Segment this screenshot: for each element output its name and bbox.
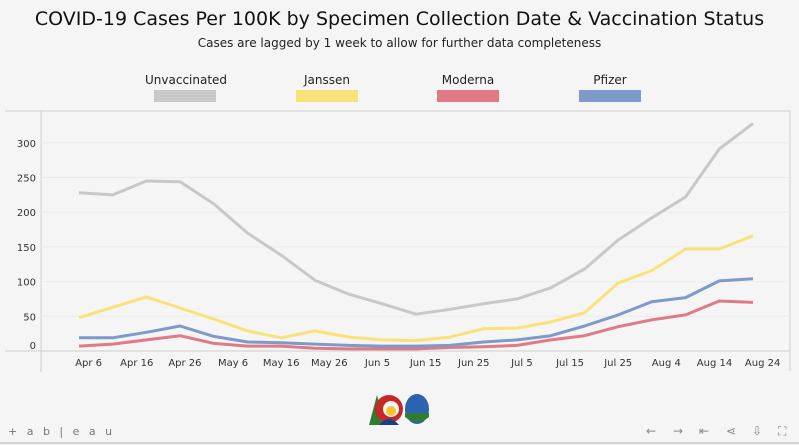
legend-label: Pfizer bbox=[593, 73, 627, 87]
x-tick-label: May 6 bbox=[218, 358, 248, 369]
legend-label: Moderna bbox=[441, 73, 495, 87]
series-line-unvaccinated bbox=[78, 122, 754, 316]
y-tick-label: 100 bbox=[17, 278, 36, 289]
line-chart: 0 50 100 150 200 250 300 Apr 6 Apr 16 Apr 26 May 6… bbox=[5, 110, 791, 372]
undo-icon[interactable]: ← bbox=[646, 424, 657, 438]
x-tick-label: Aug 24 bbox=[745, 358, 780, 369]
series-line-janssen bbox=[78, 234, 754, 343]
x-tick-label: May 16 bbox=[263, 358, 300, 369]
x-tick-label: Aug 4 bbox=[652, 358, 681, 369]
colorado-cdphe-logo bbox=[367, 393, 431, 429]
legend-label: Unvaccinated bbox=[145, 73, 228, 87]
x-tick-label: May 26 bbox=[311, 358, 348, 369]
tableau-logo[interactable]: + a b | e a u bbox=[8, 425, 116, 438]
legend-swatch bbox=[579, 90, 641, 102]
x-tick-label: Jul 15 bbox=[555, 358, 584, 369]
series-line-pfizer bbox=[79, 277, 754, 348]
y-tick-label: 300 bbox=[17, 139, 36, 150]
tableau-toolbar: + a b | e a u ← → ⇤ ⋖ ⇩ ⛶ bbox=[0, 423, 799, 444]
x-tick-label: Jul 5 bbox=[510, 358, 533, 369]
x-tick-label: Jul 25 bbox=[603, 358, 632, 369]
download-icon[interactable]: ⇩ bbox=[752, 424, 763, 438]
y-tick-label: 0 bbox=[30, 341, 36, 352]
legend-item-unvaccinated[interactable]: Unvaccinated bbox=[145, 73, 228, 102]
x-tick-label: Jun 5 bbox=[364, 358, 390, 369]
legend-item-pfizer[interactable]: Pfizer bbox=[570, 73, 650, 102]
x-tick-label: Jun 15 bbox=[409, 358, 442, 369]
legend-swatch bbox=[296, 90, 358, 102]
redo-icon[interactable]: → bbox=[673, 424, 684, 438]
x-tick-label: Aug 14 bbox=[697, 358, 732, 369]
y-tick-label: 200 bbox=[17, 208, 36, 219]
legend-swatch bbox=[154, 90, 216, 102]
y-tick-label: 150 bbox=[17, 243, 36, 254]
x-tick-label: Apr 16 bbox=[120, 358, 153, 369]
y-tick-label: 250 bbox=[17, 174, 36, 185]
legend-swatch bbox=[437, 90, 499, 102]
x-tick-label: Apr 6 bbox=[75, 358, 102, 369]
chart-subtitle: Cases are lagged by 1 week to allow for … bbox=[197, 36, 602, 50]
x-tick-label: Jun 25 bbox=[457, 358, 490, 369]
fullscreen-icon[interactable]: ⛶ bbox=[778, 424, 787, 438]
share-icon[interactable]: ⋖ bbox=[726, 424, 737, 438]
legend-item-janssen[interactable]: Janssen bbox=[287, 73, 367, 102]
legend-label: Janssen bbox=[304, 73, 350, 87]
legend-item-moderna[interactable]: Moderna bbox=[428, 73, 508, 102]
revert-icon[interactable]: ⇤ bbox=[699, 424, 710, 438]
chart-title: COVID-19 Cases Per 100K by Specimen Coll… bbox=[34, 8, 765, 30]
x-tick-label: Apr 26 bbox=[168, 358, 201, 369]
series-line-moderna bbox=[78, 299, 754, 351]
y-tick-label: 50 bbox=[23, 312, 36, 323]
